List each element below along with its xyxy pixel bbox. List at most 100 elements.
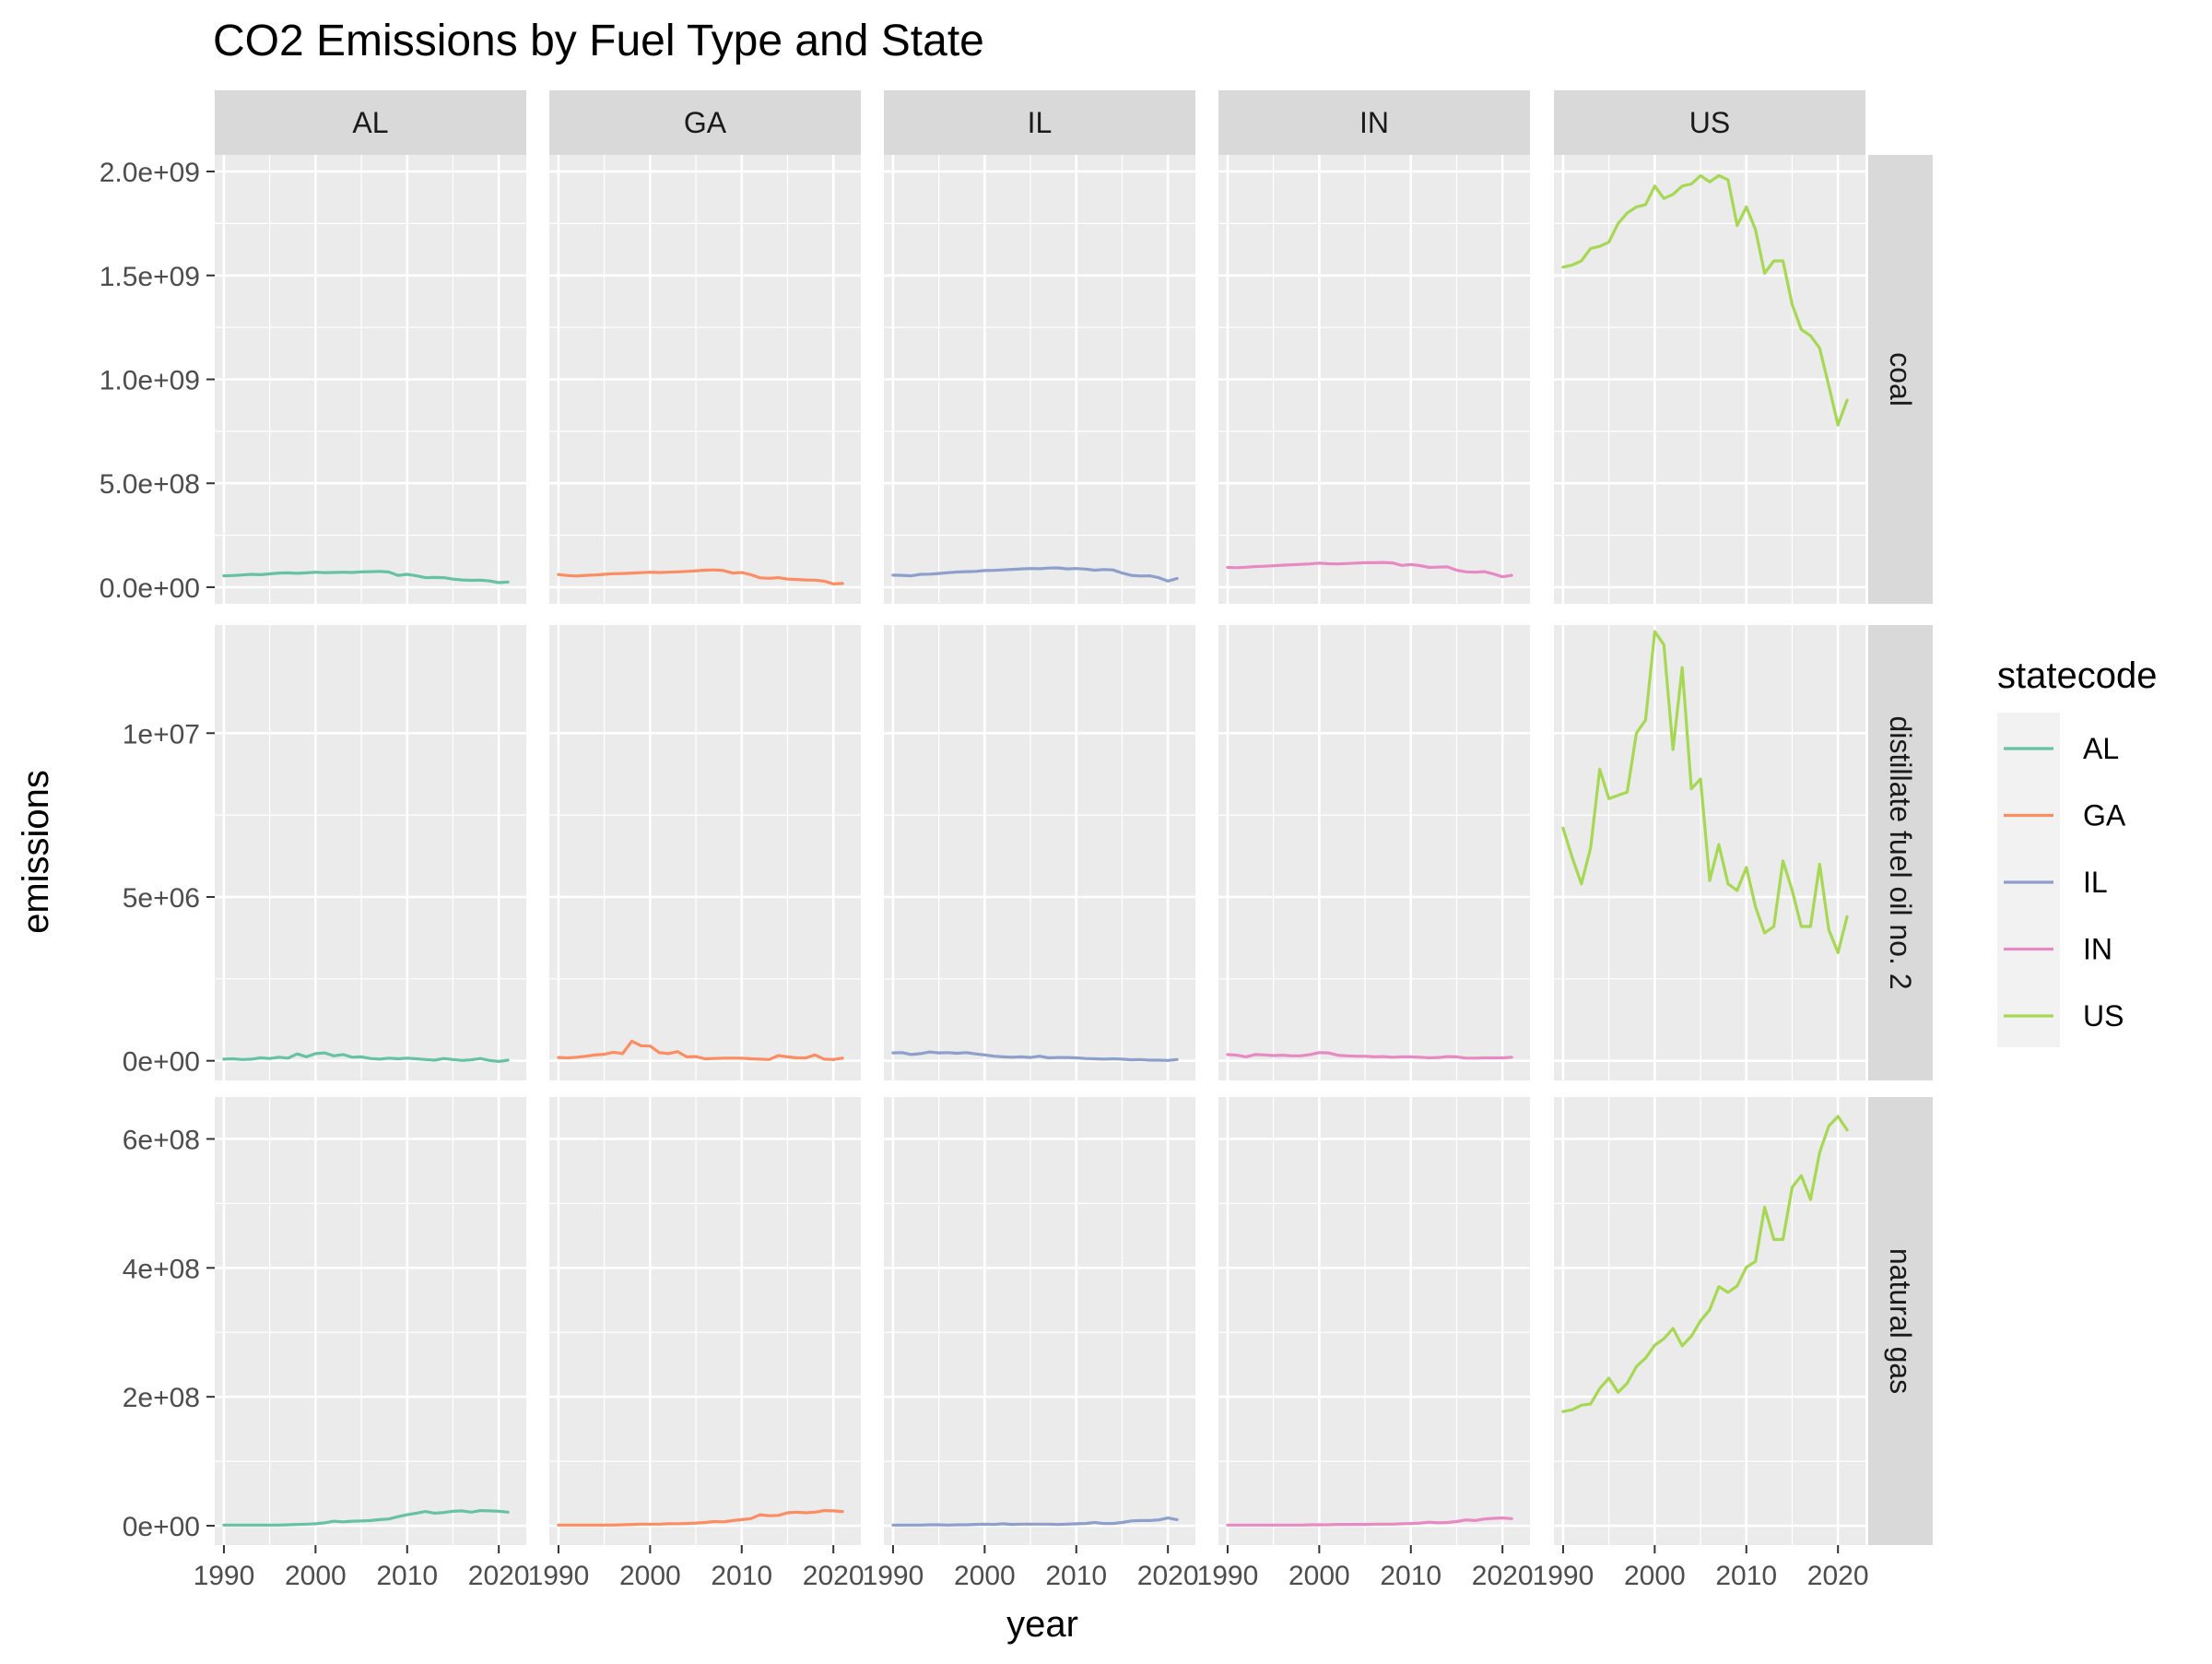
- panel-in-distillate-fuel-oil-no-2: [1218, 625, 1530, 1080]
- column-strip-label-al: AL: [352, 106, 388, 139]
- panel-il-distillate-fuel-oil-no-2: [884, 625, 1195, 1080]
- x-tick-label: 2000: [285, 1561, 347, 1591]
- x-tick-label: 2020: [1472, 1561, 1534, 1591]
- legend-label-il: IL: [2083, 866, 2108, 899]
- y-tick-label: 1.0e+09: [100, 366, 200, 396]
- y-tick-label: 0e+00: [123, 1512, 200, 1542]
- series-line-us-coal: [1561, 173, 1849, 427]
- x-axis-label: year: [1006, 1604, 1078, 1645]
- series-line-in-natural-gas: [1226, 1516, 1513, 1527]
- panel-al-distillate-fuel-oil-no-2: [215, 625, 526, 1080]
- chart-title: CO2 Emissions by Fuel Type and State: [213, 17, 984, 65]
- legend-item-al: AL: [2004, 732, 2119, 765]
- panel-background: [549, 1097, 861, 1545]
- legend-label-al: AL: [2083, 732, 2119, 765]
- series-line-ga-distillate-fuel-oil-no-2: [557, 1039, 844, 1061]
- column-strip-ga: [549, 90, 861, 155]
- x-tick-label: 2010: [1715, 1561, 1777, 1591]
- y-tick-label: 5e+06: [123, 883, 200, 914]
- y-tick-label: 4e+08: [123, 1254, 200, 1284]
- series-line-al-natural-gas: [222, 1508, 510, 1527]
- legend-item-in: IN: [2004, 933, 2112, 966]
- y-tick-label: 5.0e+08: [100, 469, 200, 500]
- series-line-in-coal: [1226, 561, 1513, 579]
- y-tick-label: 2.0e+09: [100, 158, 200, 188]
- column-strip-label-ga: GA: [684, 106, 727, 139]
- legend-label-ga: GA: [2083, 799, 2126, 832]
- x-tick-label: 2010: [711, 1561, 772, 1591]
- series-line-il-coal: [891, 566, 1179, 584]
- row-strip-label-coal: coal: [1884, 352, 1917, 407]
- column-strip-al: [215, 90, 526, 155]
- series-line-al-distillate-fuel-oil-no-2: [222, 1051, 510, 1064]
- legend-title: statecode: [1997, 655, 2157, 696]
- legend-label-in: IN: [2083, 933, 2112, 966]
- y-tick-label: 1.5e+09: [100, 262, 200, 292]
- x-tick-label: 2010: [1380, 1561, 1441, 1591]
- y-tick-label: 2e+08: [123, 1383, 200, 1413]
- x-tick-label: 2020: [803, 1561, 865, 1591]
- y-tick-label: 6e+08: [123, 1125, 200, 1155]
- panel-background: [1554, 1097, 1865, 1545]
- series-line-ga-coal: [557, 568, 844, 586]
- x-tick-label: 2010: [376, 1561, 438, 1591]
- x-tick-label: 1990: [528, 1561, 590, 1591]
- x-tick-label: 2000: [1288, 1561, 1350, 1591]
- legend-item-ga: GA: [2004, 799, 2126, 832]
- facet-panels: AL GA IL IN US coal 0.0e+00 5.0e+08 1.0e+09 1.5e+…: [100, 90, 1933, 1591]
- row-strip-natural-gas: [1868, 1097, 1933, 1545]
- x-tick-label: 2010: [1045, 1561, 1107, 1591]
- panel-ga-natural-gas: 1990 2000 2010 2020: [528, 1097, 865, 1591]
- panel-background: [1218, 625, 1530, 1080]
- panel-in-natural-gas: 1990 2000 2010 2020: [1197, 1097, 1534, 1591]
- row-strip-label-distillate-fuel-oil-no-2: distillate fuel oil no. 2: [1884, 715, 1917, 989]
- column-strip-label-us: US: [1689, 106, 1730, 139]
- series-line-in-distillate-fuel-oil-no-2: [1226, 1051, 1513, 1060]
- panel-background: [884, 1097, 1195, 1545]
- panel-us-natural-gas: 1990 2000 2010 2020: [1533, 1097, 1869, 1591]
- column-strip-in: [1218, 90, 1530, 155]
- panel-ga-distillate-fuel-oil-no-2: [549, 625, 861, 1080]
- panel-background: [215, 1097, 526, 1545]
- panel-ga-coal: [549, 155, 861, 604]
- panel-al-natural-gas: 1990 2000 2010 2020: [194, 1097, 530, 1591]
- x-tick-label: 2020: [1807, 1561, 1869, 1591]
- x-tick-label: 1990: [1533, 1561, 1594, 1591]
- y-tick-label: 0.0e+00: [100, 573, 200, 604]
- panel-al-coal: [215, 155, 526, 604]
- y-tick-label: 1e+07: [123, 719, 200, 749]
- y-tick-label: 0e+00: [123, 1047, 200, 1078]
- x-tick-label: 2020: [468, 1561, 530, 1591]
- series-line-us-distillate-fuel-oil-no-2: [1561, 630, 1849, 955]
- panel-background: [1218, 1097, 1530, 1545]
- panel-background: [1554, 625, 1865, 1080]
- column-strip-label-il: IL: [1028, 106, 1053, 139]
- series-line-il-distillate-fuel-oil-no-2: [891, 1050, 1179, 1062]
- panel-background: [215, 625, 526, 1080]
- panel-in-coal: [1218, 155, 1530, 604]
- panel-background: [884, 625, 1195, 1080]
- series-line-us-natural-gas: [1561, 1115, 1849, 1413]
- row-strip-coal: [1868, 155, 1933, 604]
- column-strip-us: [1554, 90, 1865, 155]
- column-strip-il: [884, 90, 1195, 155]
- legend: statecode AL GA IL IN US: [1997, 655, 2157, 1047]
- column-strip-label-in: IN: [1359, 106, 1389, 139]
- legend-label-us: US: [2083, 999, 2124, 1033]
- row-strip-distillate-fuel-oil-no-2: [1868, 625, 1933, 1080]
- series-line-al-coal: [222, 570, 510, 584]
- x-tick-label: 1990: [194, 1561, 255, 1591]
- x-tick-label: 1990: [863, 1561, 924, 1591]
- row-strip-label-natural-gas: natural gas: [1884, 1248, 1917, 1394]
- x-tick-label: 2020: [1137, 1561, 1199, 1591]
- legend-keys-background: [1997, 713, 2060, 1047]
- y-axis-label: emissions: [16, 770, 56, 934]
- legend-item-il: IL: [2004, 866, 2108, 899]
- series-line-ga-natural-gas: [557, 1508, 844, 1527]
- x-tick-label: 2000: [1624, 1561, 1686, 1591]
- panel-il-natural-gas: 1990 2000 2010 2020: [863, 1097, 1199, 1591]
- series-line-il-natural-gas: [891, 1516, 1179, 1527]
- x-tick-label: 2000: [954, 1561, 1016, 1591]
